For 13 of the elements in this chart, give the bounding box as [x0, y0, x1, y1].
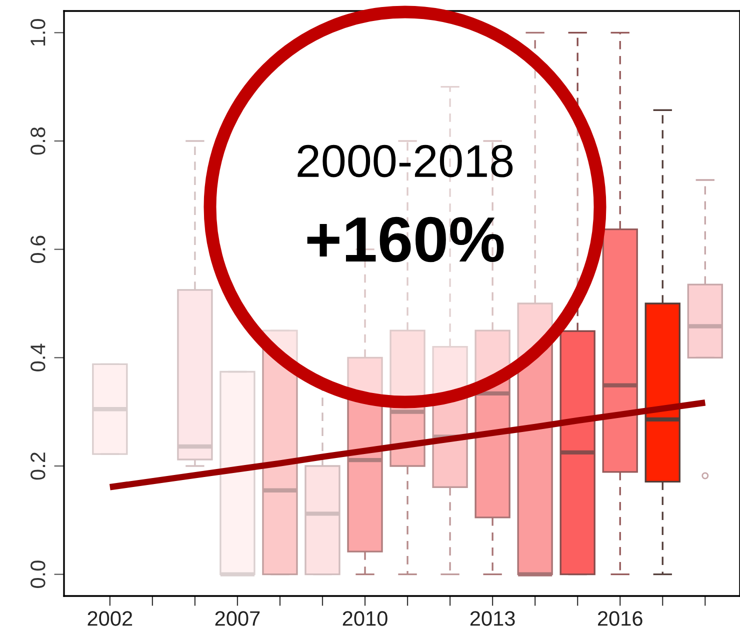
y-tick-label: 0.4 [30, 344, 46, 372]
x-tick-label: 2016 [598, 611, 642, 626]
x-tick-label: 2002 [88, 611, 132, 626]
annotation: 2000-2018 [298, 144, 513, 178]
x-tick-label: 2010 [342, 611, 388, 626]
y-tick-label: 0.6 [30, 236, 46, 263]
annotation: +160% [307, 216, 504, 262]
y-tick-label: 0.2 [30, 452, 46, 480]
x-tick-label: 2007 [215, 611, 260, 626]
y-tick-label: 0.8 [30, 127, 46, 155]
y-tick-label: 1.0 [30, 19, 46, 46]
y-tick-label: 0.0 [30, 560, 46, 588]
x-tick-label: 2013 [470, 611, 515, 626]
